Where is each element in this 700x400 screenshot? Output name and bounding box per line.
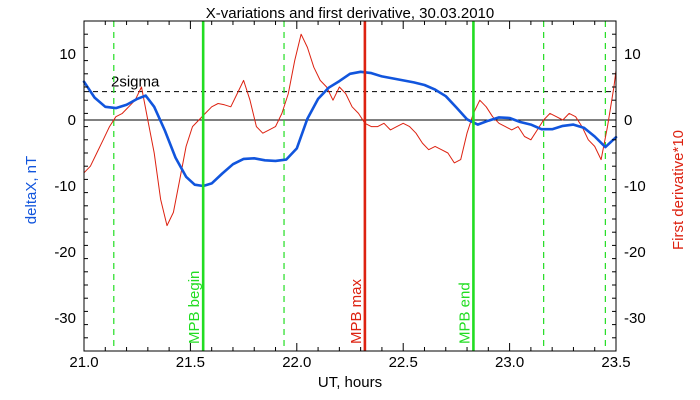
deltax-series-line [82,70,618,188]
x-tick-label-0: 21.0 [69,354,98,371]
x-tick-label-1: 21.5 [176,354,205,371]
y-tick-label-right-2: -10 [624,178,646,195]
chart-title: X-variations and first derivative, 30.03… [206,5,495,22]
x-axis-label: UT, hours [318,374,382,391]
y-tick-label-right-3: -20 [624,244,646,261]
x-tick-label-2: 22.0 [282,354,311,371]
y-tick-label-left-2: -10 [54,178,76,195]
axes: 21.0 21.5 22.0 22.5 23.0 23.5 10 10 0 0 -10 -10 -20 -… [54,20,646,371]
plot-area: 2sigma MPB begin MPB max MPB end [82,21,618,351]
y-tick-label-right-4: -30 [624,310,646,327]
y-axis-label-left: deltaX, nT [23,156,40,224]
x-tick-label-5: 23.5 [601,354,630,371]
event-label-2: MPB end [456,282,473,344]
y-tick-label-left-4: -30 [54,310,76,327]
y-axis-label-right: First derivative*10 [670,130,687,250]
plot-frame [83,20,617,352]
x-tick-label-3: 22.5 [389,354,418,371]
threshold-label: 2sigma [111,74,160,91]
y-tick-label-left-3: -20 [54,244,76,261]
y-tick-label-right-0: 10 [624,46,641,63]
y-tick-label-left-1: 0 [68,112,76,129]
derivative-series-line [83,33,617,227]
y-tick-label-right-1: 0 [624,112,632,129]
y-tick-label-left-0: 10 [59,46,76,63]
event-label-0: MPB begin [186,271,203,344]
x-tick-label-4: 23.0 [495,354,524,371]
event-label-1: MPB max [348,278,365,344]
